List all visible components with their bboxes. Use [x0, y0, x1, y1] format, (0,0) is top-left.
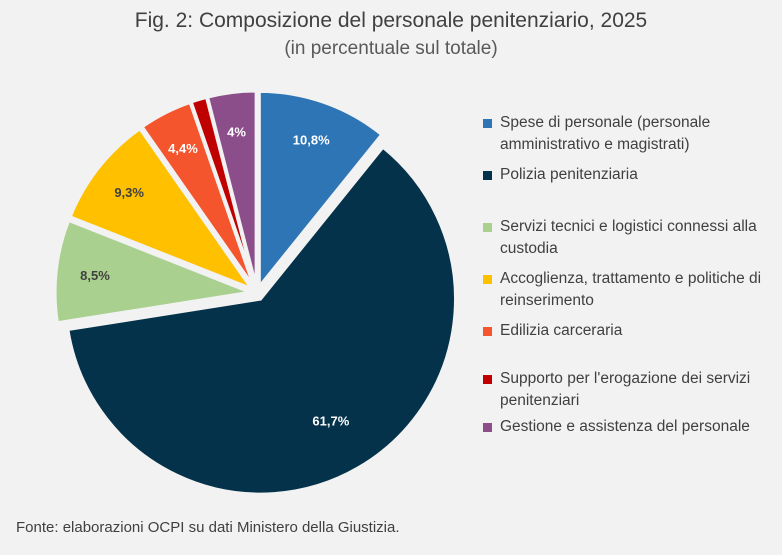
legend-label-1: Spese di personale (personale amministra…	[500, 114, 711, 153]
legend-swatch-2	[483, 171, 492, 180]
legend-swatch-1	[483, 119, 492, 128]
slice-data-label-1: 10,8%	[293, 132, 330, 147]
slice-data-label-3: 8,5%	[80, 268, 110, 283]
legend-label-3: Servizi tecnici e logistici connessi all…	[500, 218, 757, 257]
pie-slice-2	[66, 145, 458, 496]
slice-data-label-2: 61,7%	[312, 414, 349, 429]
pie-slice-3	[53, 218, 256, 325]
legend-swatch-4	[483, 275, 492, 284]
slice-data-label-4: 9,3%	[114, 185, 144, 200]
legend-label-4: Accoglienza, trattamento e politiche di …	[500, 270, 762, 309]
legend-label-5: Edilizia carceraria	[500, 322, 623, 339]
legend-swatch-5	[483, 327, 492, 336]
legend-label-7: Gestione e assistenza del personale	[500, 418, 750, 435]
chart-title-block: Fig. 2: Composizione del personale penit…	[0, 6, 782, 62]
pie-slice-4	[68, 126, 256, 292]
legend-label-6: Supporto per l'erogazione dei servizi pe…	[500, 370, 751, 409]
legend-label-2: Polizia penitenziaria	[500, 166, 638, 183]
source-note: Fonte: elaborazioni OCPI su dati Ministe…	[16, 519, 400, 536]
pie-slice-7	[205, 89, 258, 287]
legend-swatch-6	[483, 375, 492, 384]
chart-subtitle: (in percentuale sul totale)	[284, 38, 498, 59]
slice-data-label-5: 4,4%	[168, 141, 198, 156]
slice-data-label-7: 4%	[227, 124, 246, 139]
legend-swatch-7	[483, 423, 492, 432]
legend-swatch-3	[483, 223, 492, 232]
chart-title: Fig. 2: Composizione del personale penit…	[134, 9, 648, 32]
pie-slice-1	[257, 89, 384, 291]
